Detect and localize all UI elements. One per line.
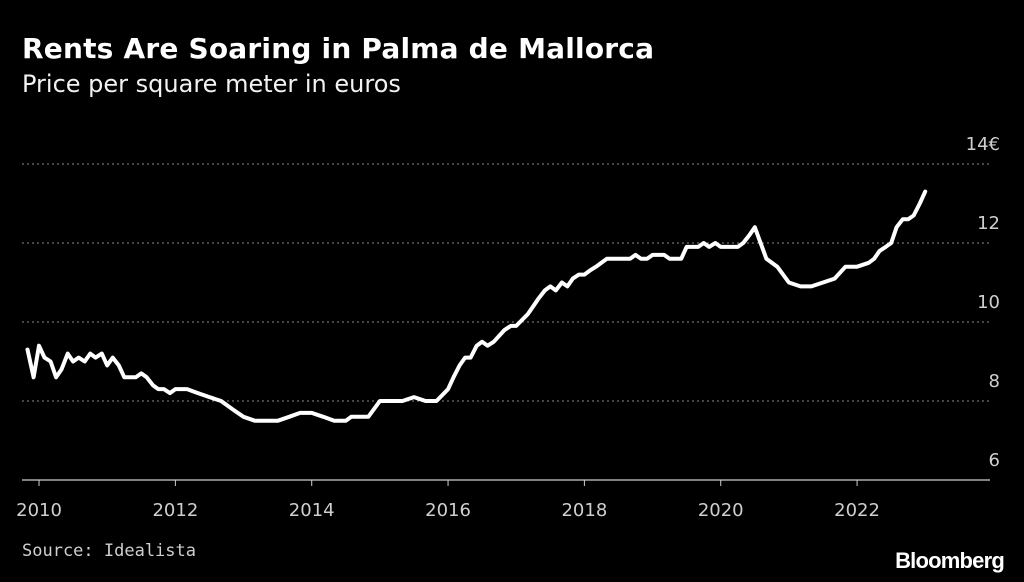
x-tick-label: 2010 [16,500,62,521]
x-tick-label: 2012 [152,500,198,521]
bloomberg-logo: Bloomberg [895,548,1005,573]
series-line [25,189,928,423]
x-tick-labels: 2010 2012 2014 2016 2018 2020 2022 [16,500,880,521]
chart-subtitle: Price per square meter in euros [22,70,401,98]
y-tick-label: 12 [977,213,1000,234]
gridlines [22,163,990,402]
y-axis: 6 8 10 12 14€ [966,134,1000,471]
y-tick-label: 6 [989,450,1000,471]
source-note: Source: Idealista [22,541,196,561]
y-tick-label: 14€ [966,134,1000,155]
chart-title: Rents Are Soaring in Palma de Mallorca [22,32,655,65]
x-tick-label: 2022 [834,500,880,521]
x-axis [22,479,990,486]
x-tick-label: 2016 [425,500,471,521]
x-tick-label: 2018 [561,500,607,521]
y-tick-label: 10 [977,292,1000,313]
series-layer [25,189,928,423]
y-tick-label: 8 [989,371,1000,392]
x-tick-label: 2014 [289,500,335,521]
x-tick-label: 2020 [698,500,744,521]
